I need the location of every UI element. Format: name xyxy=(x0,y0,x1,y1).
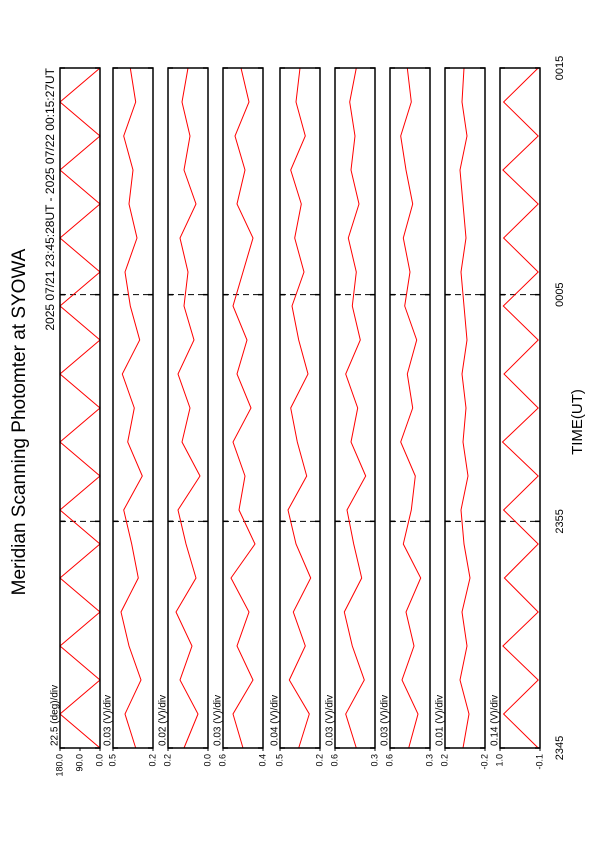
y-tick-label: 0.3 xyxy=(369,754,379,767)
panel-border xyxy=(334,67,376,749)
x-tick-label: 2355 xyxy=(554,509,566,533)
y-tick-label: -0.2 xyxy=(479,754,489,770)
panel xyxy=(500,68,540,748)
panel-annotation: 0.02 (V)/div xyxy=(158,695,169,746)
panel-annotation: 0.04 (V)/div xyxy=(270,695,281,746)
x-tick-label: 0005 xyxy=(554,282,566,306)
x-tick-label: 2345 xyxy=(554,736,566,760)
panel xyxy=(445,68,485,748)
panel-annotation: 0.01 (V)/div xyxy=(435,695,446,746)
data-line xyxy=(287,67,312,749)
y-tick-label: 0.3 xyxy=(424,754,434,767)
panel-annotation: 0.03 (V)/div xyxy=(380,695,391,746)
y-tick-label: 0.6 xyxy=(329,754,339,767)
y-tick-label: 180.0 xyxy=(54,754,64,777)
x-tick-label: 0015 xyxy=(554,56,566,80)
chart-subtitle: 2025 07/21 23:45:28UT - 2025 07/22 00:15… xyxy=(43,67,57,330)
data-line xyxy=(120,67,143,749)
panel-annotation: 0.14 (V)/div xyxy=(490,695,501,746)
y-tick-label: 0.0 xyxy=(94,754,104,767)
panel xyxy=(60,68,100,748)
panel-annotation: 0.03 (V)/div xyxy=(103,695,114,746)
rotated-chart: Meridian Scanning Photomter at SYOWA 202… xyxy=(9,56,586,777)
panel xyxy=(335,68,375,748)
panel-annotation: 0.03 (V)/div xyxy=(325,695,336,746)
x-axis-label: TIME(UT) xyxy=(569,389,586,455)
y-tick-label: 0.5 xyxy=(274,754,284,767)
panel-border xyxy=(167,67,209,749)
data-line xyxy=(400,67,422,749)
y-tick-label: 0.4 xyxy=(257,754,267,767)
panel-border xyxy=(389,67,431,749)
panel xyxy=(168,68,208,748)
panel-border xyxy=(444,67,486,749)
data-line xyxy=(343,67,367,749)
panel-border xyxy=(499,67,541,749)
panel xyxy=(113,68,153,748)
panel-border xyxy=(59,67,101,749)
panel-annotation: 22.5 (deg)/div xyxy=(50,685,61,746)
data-line xyxy=(230,67,256,749)
y-tick-label: 0.0 xyxy=(202,754,212,767)
y-tick-label: 0.6 xyxy=(384,754,394,767)
y-tick-label: 1.0 xyxy=(494,754,504,767)
y-tick-label: 0.2 xyxy=(162,754,172,767)
data-line xyxy=(175,67,201,749)
y-tick-label: 0.6 xyxy=(217,754,227,767)
y-tick-label: 0.2 xyxy=(147,754,157,767)
panel-border xyxy=(112,67,154,749)
data-line xyxy=(501,67,539,749)
y-tick-label: 0.5 xyxy=(107,754,117,767)
data-line xyxy=(459,67,471,749)
panel-border xyxy=(279,67,321,749)
y-tick-label: 90.0 xyxy=(74,754,84,772)
y-tick-label: 0.2 xyxy=(439,754,449,767)
panel-annotation: 0.03 (V)/div xyxy=(213,695,224,746)
y-tick-label: -0.1 xyxy=(534,754,544,770)
panel xyxy=(223,68,263,748)
chart-title: Meridian Scanning Photomter at SYOWA xyxy=(9,248,30,595)
y-tick-label: 0.2 xyxy=(314,754,324,767)
panel xyxy=(390,68,430,748)
panel xyxy=(280,68,320,748)
panel-border xyxy=(222,67,264,749)
